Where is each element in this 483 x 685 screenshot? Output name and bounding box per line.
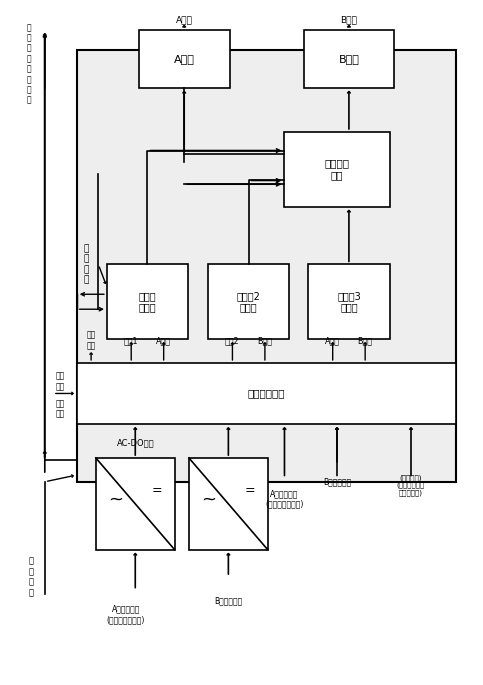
- Text: 機
組
給
定: 機 組 給 定: [29, 557, 34, 597]
- Text: A直流傳感器
(機組直流傳感器): A直流傳感器 (機組直流傳感器): [265, 489, 304, 508]
- Text: B驅動: B驅動: [339, 54, 359, 64]
- Text: 控
制
軟
件: 控 制 軟 件: [84, 245, 89, 284]
- Text: A控制: A控制: [176, 15, 193, 24]
- Text: =: =: [152, 484, 163, 497]
- Text: A驅動: A驅動: [174, 54, 195, 64]
- Bar: [304, 30, 394, 88]
- Text: 狀態
參考: 狀態 參考: [86, 331, 96, 350]
- Text: 輸出
設定: 輸出 設定: [56, 371, 65, 391]
- Bar: [96, 458, 175, 550]
- Text: A反饋: A反饋: [156, 336, 171, 345]
- Text: ~: ~: [201, 490, 216, 508]
- Text: B控制: B控制: [341, 15, 357, 24]
- Bar: [208, 264, 289, 339]
- Bar: [139, 30, 229, 88]
- Text: 給定1: 給定1: [124, 336, 139, 345]
- Text: B交流互感器: B交流互感器: [214, 596, 242, 605]
- Text: =: =: [245, 484, 256, 497]
- Text: (機組電壓)
(使用兩個互感
器輔助信號): (機組電壓) (使用兩個互感 器輔助信號): [397, 474, 425, 496]
- Text: 輸出控制
選擇: 輸出控制 選擇: [325, 158, 350, 180]
- Text: 採樣數據總線: 採樣數據總線: [248, 388, 285, 399]
- Text: 基
準
輸
出
整
流
輸
出: 基 準 輸 出 整 流 輸 出: [27, 23, 31, 105]
- Text: A反饋: A反饋: [325, 336, 340, 345]
- Text: AC-DO變換: AC-DO變換: [116, 438, 154, 447]
- Text: 給定2: 給定2: [225, 336, 240, 345]
- Text: 調節器
調速器: 調節器 調速器: [139, 291, 156, 312]
- Text: B反饋: B反饋: [357, 336, 373, 345]
- Bar: [284, 132, 389, 207]
- Bar: [77, 50, 456, 482]
- Bar: [189, 458, 268, 550]
- Text: ~: ~: [108, 490, 123, 508]
- Text: 調節器3
調速器: 調節器3 調速器: [337, 291, 361, 312]
- Text: 狀態
輸入: 狀態 輸入: [56, 399, 65, 419]
- Text: B反饋: B反饋: [257, 336, 272, 345]
- Bar: [77, 363, 456, 424]
- Bar: [107, 264, 188, 339]
- Bar: [308, 264, 389, 339]
- Text: 調節器2
調速器: 調節器2 調速器: [237, 291, 261, 312]
- Text: A交流互感器
(兩個交流互感器): A交流互感器 (兩個交流互感器): [107, 605, 145, 624]
- Text: B直流傳感器: B直流傳感器: [323, 477, 351, 486]
